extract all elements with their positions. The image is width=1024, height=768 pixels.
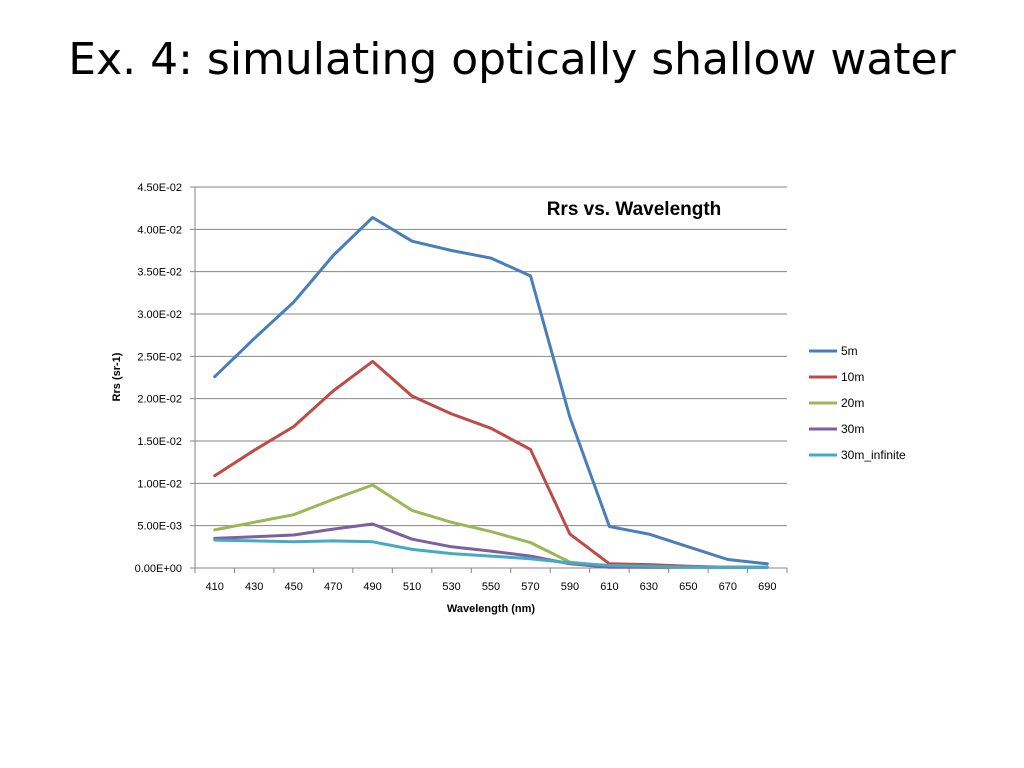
legend: 5m 10m 20m 30m 30m_infinite [809,344,906,462]
y-tick-label: 4.50E-02 [137,182,182,194]
y-tick-label: 3.00E-02 [137,309,182,321]
series-line-30m_infinite [213,538,769,569]
y-tick-label: 2.00E-02 [137,394,182,406]
x-tick-label: 450 [284,581,302,593]
x-tick-label: 610 [600,581,618,593]
x-axis-title: Wavelength (nm) [447,603,536,615]
legend-label-10m: 10m [841,370,864,384]
x-tick-label: 510 [403,581,421,593]
x-tick-label: 590 [561,581,579,593]
y-tick-label: 0.00E+00 [135,563,182,575]
slide-title: Ex. 4: simulating optically shallow wate… [68,34,956,85]
legend-label-5m: 5m [841,344,858,358]
legend-label-30m_infinite: 30m_infinite [841,448,906,462]
x-tick-label: 490 [363,581,381,593]
x-tick-label: 410 [206,581,224,593]
y-tick-label: 5.00E-03 [137,521,182,533]
y-tick-label: 1.00E-02 [137,478,182,490]
x-tick-label: 690 [758,581,776,593]
y-tick-label: 4.00E-02 [137,224,182,236]
series-line-10m [213,359,769,569]
series-line-5m [213,216,769,566]
y-axis-title: Rrs (sr-1) [111,352,123,401]
axes: 0.00E+00 5.00E-03 1.00E-02 1.50E-02 2.00E-02… [135,182,788,593]
x-tick-label: 570 [521,581,539,593]
x-tick-label: 430 [245,581,263,593]
y-tick-label: 2.50E-02 [137,351,182,363]
chart-title: Rrs vs. Wavelength [547,199,722,220]
x-tick-label: 550 [482,581,500,593]
gridlines [195,186,787,527]
x-tick-label: 670 [719,581,737,593]
legend-label-20m: 20m [841,396,864,410]
x-tick-label: 530 [442,581,460,593]
x-tick-label: 630 [640,581,658,593]
legend-label-30m: 30m [841,422,864,436]
x-tick-label: 650 [679,581,697,593]
series-lines [213,216,769,569]
x-tick-label: 470 [324,581,342,593]
y-tick-label: 3.50E-02 [137,267,182,279]
y-tick-label: 1.50E-02 [137,436,182,448]
